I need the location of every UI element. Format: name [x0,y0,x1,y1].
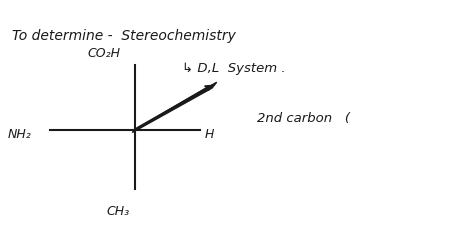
Text: CO₂H: CO₂H [88,47,120,60]
Polygon shape [132,82,217,132]
Text: H: H [205,128,214,141]
Text: 2nd carbon   (: 2nd carbon ( [256,112,350,125]
Text: ↳ D,L  System .: ↳ D,L System . [182,62,285,75]
Text: NH₂: NH₂ [8,128,31,141]
Text: CH₃: CH₃ [106,205,129,218]
Text: To determine -  Stereochemistry: To determine - Stereochemistry [12,29,237,44]
